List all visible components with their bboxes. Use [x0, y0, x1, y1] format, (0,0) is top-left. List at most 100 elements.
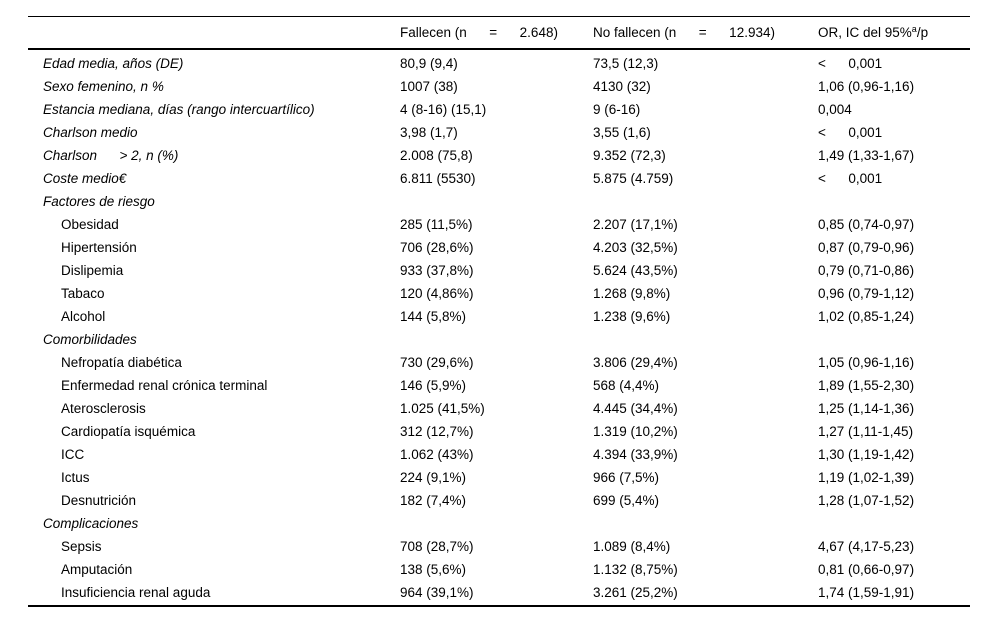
cell-fallecen: 964 (39,1%): [400, 585, 474, 600]
cell-no-fallecen: 3,55 (1,6): [593, 125, 651, 140]
cell-fallecen: 120 (4,86%): [400, 286, 474, 301]
row-label: ICC: [61, 447, 85, 462]
cell-or-p: 0,85 (0,74-0,97): [818, 217, 915, 232]
cell-no-fallecen: 1.268 (9,8%): [593, 286, 671, 301]
cell-fallecen: 2.008 (75,8): [400, 148, 473, 163]
row-label: Nefropatía diabética: [61, 355, 182, 370]
table-row: Enfermedad renal crónica terminal 146 (5…: [28, 374, 970, 397]
cell-or-p: < 0,001: [818, 125, 883, 140]
table-row: Sexo femenino, n % 1007 (38) 4130 (32) 1…: [28, 75, 970, 98]
cell-or-p: 1,05 (0,96-1,16): [818, 355, 915, 370]
row-label: Insuficiencia renal aguda: [61, 585, 211, 600]
cell-no-fallecen: 4130 (32): [593, 79, 651, 94]
cell-or-p: < 0,001: [818, 171, 883, 186]
row-label: Hipertensión: [61, 240, 137, 255]
table-row: Cardiopatía isquémica 312 (12,7%) 1.319 …: [28, 420, 970, 443]
cell-or-p: 0,87 (0,79-0,96): [818, 240, 915, 255]
table-row: Coste medio€ 6.811 (5530) 5.875 (4.759) …: [28, 167, 970, 190]
row-label: Complicaciones: [43, 516, 139, 531]
cell-or-p: 1,49 (1,33-1,67): [818, 148, 915, 163]
row-label: Tabaco: [61, 286, 105, 301]
table-row: Dislipemia 933 (37,8%) 5.624 (43,5%) 0,7…: [28, 259, 970, 282]
table-row: Estancia mediana, días (rango intercuart…: [28, 98, 970, 121]
cell-no-fallecen: 4.445 (34,4%): [593, 401, 678, 416]
table-row: ICC 1.062 (43%) 4.394 (33,9%) 1,30 (1,19…: [28, 443, 970, 466]
cell-fallecen: 182 (7,4%): [400, 493, 467, 508]
cell-fallecen: 138 (5,6%): [400, 562, 467, 577]
cell-no-fallecen: 5.875 (4.759): [593, 171, 674, 186]
row-label: Ictus: [61, 470, 90, 485]
cell-or-p: 0,96 (0,79-1,12): [818, 286, 915, 301]
cell-no-fallecen: 1.238 (9,6%): [593, 309, 671, 324]
table-row: Amputación 138 (5,6%) 1.132 (8,75%) 0,81…: [28, 558, 970, 581]
cell-or-p: 0,79 (0,71-0,86): [818, 263, 915, 278]
cell-no-fallecen: 9 (6-16): [593, 102, 641, 117]
row-label: Edad media, años (DE): [43, 56, 184, 71]
cell-fallecen: 933 (37,8%): [400, 263, 474, 278]
cell-no-fallecen: 1.089 (8,4%): [593, 539, 671, 554]
cell-fallecen: 1.025 (41,5%): [400, 401, 485, 416]
cell-fallecen: 4 (8-16) (15,1): [400, 102, 487, 117]
row-label: Cardiopatía isquémica: [61, 424, 196, 439]
row-label: Alcohol: [61, 309, 106, 324]
row-label: Comorbilidades: [43, 332, 137, 347]
cell-fallecen: 144 (5,8%): [400, 309, 467, 324]
cell-no-fallecen: 966 (7,5%): [593, 470, 660, 485]
row-label: Factores de riesgo: [43, 194, 155, 209]
cell-fallecen: 730 (29,6%): [400, 355, 474, 370]
table-row: Nefropatía diabética 730 (29,6%) 3.806 (…: [28, 351, 970, 374]
cell-fallecen: 1007 (38): [400, 79, 458, 94]
cell-fallecen: 3,98 (1,7): [400, 125, 458, 140]
cell-fallecen: 1.062 (43%): [400, 447, 474, 462]
cell-no-fallecen: 2.207 (17,1%): [593, 217, 678, 232]
row-label: Dislipemia: [61, 263, 124, 278]
cell-fallecen: 285 (11,5%): [400, 217, 473, 232]
cell-or-p: < 0,001: [818, 56, 883, 71]
col-header-or-base: OR, IC del 95%: [818, 25, 912, 40]
col-header-or: OR, IC del 95%a/p: [818, 24, 970, 41]
cell-fallecen: 706 (28,6%): [400, 240, 474, 255]
table-row: Tabaco 120 (4,86%) 1.268 (9,8%) 0,96 (0,…: [28, 282, 970, 305]
cell-or-p: 1,30 (1,19-1,42): [818, 447, 915, 462]
cell-or-p: 1,25 (1,14-1,36): [818, 401, 915, 416]
col-header-fallecen: Fallecen (n = 2.648): [400, 25, 558, 40]
cell-or-p: 1,74 (1,59-1,91): [818, 585, 915, 600]
table-row: Obesidad 285 (11,5%) 2.207 (17,1%) 0,85 …: [28, 213, 970, 236]
cell-no-fallecen: 3.806 (29,4%): [593, 355, 678, 370]
cell-no-fallecen: 699 (5,4%): [593, 493, 660, 508]
table-row: Comorbilidades: [28, 328, 970, 351]
cell-no-fallecen: 73,5 (12,3): [593, 56, 659, 71]
table-row: Hipertensión 706 (28,6%) 4.203 (32,5%) 0…: [28, 236, 970, 259]
col-header-no-fallecen: No fallecen (n = 12.934): [593, 25, 775, 40]
cell-no-fallecen: 1.319 (10,2%): [593, 424, 678, 439]
cell-fallecen: 312 (12,7%): [400, 424, 474, 439]
cell-or-p: 1,27 (1,11-1,45): [818, 424, 914, 439]
row-label: Coste medio€: [43, 171, 127, 186]
cell-no-fallecen: 568 (4,4%): [593, 378, 660, 393]
cell-fallecen: 708 (28,7%): [400, 539, 474, 554]
col-header-or-suffix: /p: [916, 25, 929, 40]
table-body: Edad media, años (DE) 80,9 (9,4) 73,5 (1…: [28, 50, 970, 605]
cell-no-fallecen: 4.394 (33,9%): [593, 447, 678, 462]
row-label: Enfermedad renal crónica terminal: [61, 378, 268, 393]
cell-no-fallecen: 5.624 (43,5%): [593, 263, 678, 278]
row-label: Amputación: [61, 562, 133, 577]
cell-fallecen: 6.811 (5530): [400, 171, 476, 186]
table-row: Sepsis 708 (28,7%) 1.089 (8,4%) 4,67 (4,…: [28, 535, 970, 558]
table-row: Edad media, años (DE) 80,9 (9,4) 73,5 (1…: [28, 52, 970, 75]
cell-or-p: 0,81 (0,66-0,97): [818, 562, 915, 577]
table-header-row: Fallecen (n = 2.648) No fallecen (n = 12…: [28, 17, 970, 50]
cell-fallecen: 224 (9,1%): [400, 470, 467, 485]
col-header-or-footnote-marker: a: [911, 24, 917, 34]
cell-no-fallecen: 3.261 (25,2%): [593, 585, 678, 600]
mortality-table: Fallecen (n = 2.648) No fallecen (n = 12…: [28, 16, 970, 607]
table-row: Charlson medio 3,98 (1,7) 3,55 (1,6) < 0…: [28, 121, 970, 144]
table-row: Desnutrición 182 (7,4%) 699 (5,4%) 1,28 …: [28, 489, 970, 512]
row-label: Desnutrición: [61, 493, 137, 508]
row-label: Charlson medio: [43, 125, 138, 140]
row-label: Obesidad: [61, 217, 119, 232]
table-row: Insuficiencia renal aguda 964 (39,1%) 3.…: [28, 581, 970, 604]
row-label: Sepsis: [61, 539, 102, 554]
table-row: Complicaciones: [28, 512, 970, 535]
cell-fallecen: 146 (5,9%): [400, 378, 467, 393]
